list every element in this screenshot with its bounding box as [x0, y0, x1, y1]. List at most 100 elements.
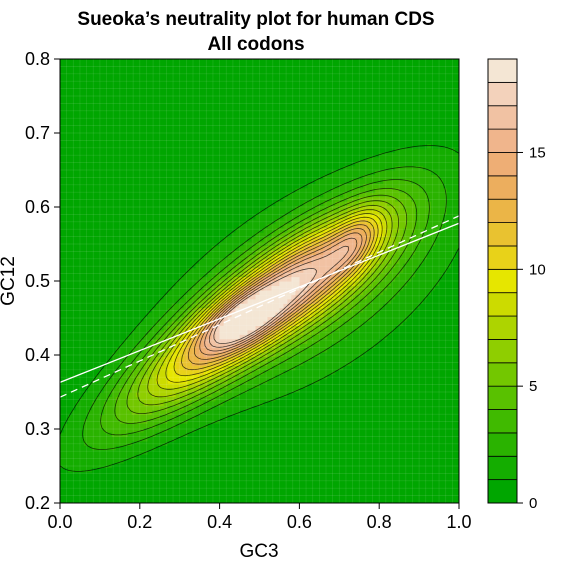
heatmap-cell [147, 170, 153, 176]
heatmap-cell [183, 276, 189, 282]
heatmap-cell [115, 249, 121, 255]
heatmap-cell [167, 178, 173, 184]
heatmap-cell [151, 360, 157, 366]
heatmap-cell [187, 130, 193, 136]
heatmap-cell [151, 307, 157, 313]
heatmap-cell [63, 156, 69, 162]
heatmap-cell [111, 387, 117, 393]
heatmap-cell [135, 343, 141, 349]
heatmap-cell [107, 90, 113, 96]
heatmap-cell [179, 454, 185, 460]
heatmap-cell [159, 352, 165, 358]
heatmap-cell [115, 85, 121, 91]
heatmap-cell [71, 130, 77, 136]
heatmap-cell [223, 440, 229, 446]
heatmap-cell [163, 449, 169, 455]
heatmap-cell [167, 329, 173, 335]
heatmap-cell [251, 258, 257, 264]
heatmap-cell [63, 116, 69, 122]
heatmap-cell [95, 209, 101, 215]
heatmap-cell [91, 427, 97, 433]
heatmap-cell [167, 241, 173, 247]
heatmap-cell [179, 76, 185, 82]
heatmap-cell [211, 445, 217, 451]
heatmap-cell [67, 405, 73, 411]
heatmap-cell [91, 59, 97, 65]
heatmap-cell [203, 214, 209, 220]
heatmap-cell [131, 103, 137, 109]
heatmap-cell [251, 107, 257, 113]
heatmap-cell [151, 489, 157, 495]
heatmap-cell [75, 138, 81, 144]
heatmap-cell [215, 347, 221, 353]
heatmap-cell [207, 454, 213, 460]
heatmap-cell [60, 418, 65, 424]
heatmap-cell [227, 414, 233, 420]
heatmap-cell [231, 209, 237, 215]
heatmap-cell [67, 214, 73, 220]
heatmap-cell [95, 325, 101, 331]
heatmap-cell [123, 72, 129, 78]
heatmap-cell [207, 147, 213, 153]
heatmap-cell [71, 498, 77, 503]
heatmap-cell [83, 436, 89, 442]
heatmap-cell [107, 67, 113, 73]
heatmap-cell [199, 498, 205, 503]
heatmap-cell [135, 414, 141, 420]
heatmap-cell [111, 489, 117, 495]
heatmap-cell [207, 485, 213, 491]
heatmap-cell [151, 400, 157, 406]
heatmap-cell [223, 467, 229, 473]
heatmap-cell [235, 125, 241, 131]
heatmap-cell [63, 147, 69, 153]
heatmap-cell [83, 263, 89, 269]
heatmap-cell [227, 480, 233, 486]
heatmap-cell [211, 72, 217, 78]
heatmap-cell [251, 218, 257, 224]
heatmap-cell [75, 227, 81, 233]
heatmap-cell [143, 378, 149, 384]
heatmap-cell [67, 241, 73, 247]
heatmap-cell [71, 449, 77, 455]
heatmap-cell [163, 467, 169, 473]
heatmap-cell [103, 72, 109, 78]
heatmap-cell [179, 480, 185, 486]
heatmap-cell [235, 98, 241, 104]
heatmap-cell [83, 67, 89, 73]
heatmap-cell [235, 130, 241, 136]
heatmap-cell [83, 94, 89, 100]
heatmap-cell [155, 165, 161, 171]
heatmap-cell [151, 320, 157, 326]
heatmap-cell [239, 267, 245, 273]
heatmap-cell [131, 431, 137, 437]
heatmap-cell [119, 209, 125, 215]
heatmap-cell [99, 356, 105, 362]
heatmap-cell [215, 325, 221, 331]
heatmap-cell [135, 405, 141, 411]
heatmap-cell [235, 396, 241, 402]
heatmap-cell [139, 161, 145, 167]
heatmap-cell [163, 218, 169, 224]
heatmap-cell [87, 152, 93, 158]
heatmap-cell [67, 383, 73, 389]
heatmap-cell [211, 374, 217, 380]
heatmap-cell [91, 445, 97, 451]
heatmap-cell [131, 498, 137, 503]
heatmap-cell [163, 414, 169, 420]
heatmap-cell [135, 112, 141, 118]
heatmap-cell [227, 116, 233, 122]
heatmap-cell [71, 285, 77, 291]
heatmap-cell [111, 356, 117, 362]
heatmap-cell [255, 423, 261, 429]
heatmap-cell [123, 138, 129, 144]
heatmap-cell [191, 218, 197, 224]
heatmap-cell [255, 183, 261, 189]
heatmap-cell [195, 134, 201, 140]
heatmap-cell [87, 103, 93, 109]
heatmap-cell [227, 138, 233, 144]
heatmap-cell [159, 360, 165, 366]
heatmap-cell [131, 196, 137, 202]
heatmap-cell [123, 498, 129, 503]
heatmap-cell [147, 272, 153, 278]
heatmap-cell [227, 409, 233, 415]
